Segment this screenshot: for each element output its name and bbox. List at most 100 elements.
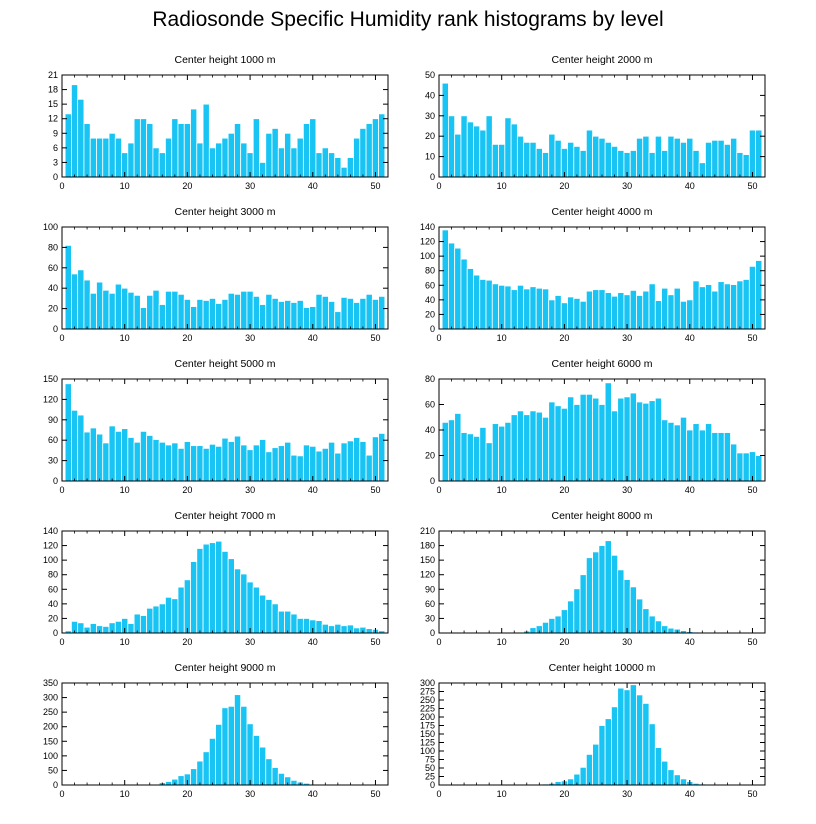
histogram-bar <box>183 579 191 634</box>
histogram-bar <box>302 618 311 634</box>
histogram-bar <box>190 561 198 634</box>
histogram-bar <box>139 118 148 178</box>
histogram-bar <box>485 442 493 482</box>
histogram-bar <box>171 442 179 482</box>
histogram-bar <box>648 283 656 330</box>
y-tick-label: 0 <box>430 476 435 486</box>
histogram-bar <box>560 407 568 482</box>
x-tick-label: 20 <box>182 333 192 343</box>
histogram-bar <box>648 615 656 634</box>
x-tick-label: 40 <box>685 333 695 343</box>
page-title: Radiosonde Specific Humidity rank histog… <box>152 8 664 31</box>
histogram-bar <box>623 294 631 330</box>
panel-10: Center height 10000 m0 10 20 30 40 5002550751… <box>420 662 766 799</box>
histogram-bar <box>371 436 379 482</box>
histogram-bar <box>315 293 323 330</box>
y-tick-label: 150 <box>43 374 58 384</box>
histogram-bar <box>466 433 474 482</box>
y-tick-label: 120 <box>43 541 58 551</box>
histogram-bar <box>353 627 361 634</box>
histogram-bar <box>202 300 210 330</box>
histogram-bar <box>121 428 129 482</box>
y-tick-label: 150 <box>420 555 435 565</box>
x-tick-label: 50 <box>747 181 757 191</box>
histogram-bar <box>585 557 594 634</box>
y-tick-label: 0 <box>53 628 58 638</box>
panel-1: Center height 1000 m 0 10 20 30 40 50 0 3 6 9 12 15 1… <box>48 54 389 191</box>
histogram-bar <box>705 141 713 178</box>
histogram-bar <box>535 411 543 482</box>
y-tick-label: 50 <box>425 70 435 80</box>
histogram-bar <box>692 423 700 482</box>
x-tick-label: 10 <box>120 485 130 495</box>
y-tick-label: 60 <box>48 435 58 445</box>
histogram-bar <box>667 421 675 482</box>
histogram-bar <box>629 586 637 634</box>
histogram-bar <box>598 404 606 482</box>
y-tick-label: 3 <box>53 157 58 167</box>
y-tick-label: 75 <box>425 755 435 765</box>
histogram-bar <box>133 118 141 178</box>
x-tick-label: 10 <box>120 637 130 647</box>
histogram-bar <box>629 150 637 178</box>
histogram-bar <box>736 152 744 178</box>
histogram-bar <box>742 279 750 330</box>
histogram-bar <box>573 145 581 178</box>
y-tick-label: 100 <box>43 555 58 565</box>
histogram-bar <box>498 284 506 330</box>
histogram-bar <box>679 778 688 786</box>
y-tick-label: 0 <box>53 172 58 182</box>
x-tick-label: 20 <box>182 485 192 495</box>
x-tick-label: 30 <box>245 789 255 799</box>
histogram-bar <box>108 132 116 178</box>
y-tick-label: 0 <box>430 628 435 638</box>
histogram-bar <box>692 150 700 178</box>
histogram-bar <box>617 397 625 482</box>
panel-title: Center height 1000 m <box>175 54 276 66</box>
histogram-bar <box>723 283 731 330</box>
histogram-bar <box>579 393 587 482</box>
x-tick-label: 30 <box>622 637 632 647</box>
histogram-bar <box>108 292 116 330</box>
histogram-bar <box>629 684 637 786</box>
y-tick-label: 150 <box>420 729 435 739</box>
panel-title: Center height 10000 m <box>549 662 656 674</box>
histogram-bar <box>592 551 600 634</box>
x-tick-label: 0 <box>436 789 441 799</box>
histogram-bar <box>523 414 531 482</box>
histogram-bar <box>454 247 462 330</box>
histogram-bar <box>629 392 637 482</box>
histogram-bar <box>284 132 292 178</box>
histogram-bar <box>340 166 348 178</box>
histogram-bar <box>240 573 248 634</box>
histogram-bar <box>89 292 97 330</box>
histogram-bar <box>711 432 719 482</box>
histogram-bar <box>673 424 681 482</box>
histogram-bar <box>127 291 135 330</box>
y-tick-label: 200 <box>420 712 435 722</box>
histogram-bar <box>454 133 462 178</box>
histogram-bar <box>133 441 141 482</box>
histogram-bar <box>736 452 744 482</box>
histogram-bar <box>365 293 373 330</box>
histogram-bar <box>529 627 537 634</box>
panel-title: Center height 4000 m <box>552 206 653 218</box>
histogram-bar <box>705 423 713 482</box>
histogram-bar <box>742 154 750 178</box>
histogram-bar <box>83 123 91 178</box>
y-tick-label: 6 <box>53 143 58 153</box>
histogram-bar <box>579 150 587 178</box>
histogram-bar <box>271 297 279 330</box>
x-tick-label: 0 <box>59 485 64 495</box>
histogram-bar <box>102 289 110 330</box>
histogram-bar <box>648 400 656 482</box>
histogram-bar <box>127 142 135 178</box>
histogram-bar <box>554 615 562 634</box>
histogram-bar <box>554 781 562 786</box>
histogram-bar <box>64 244 72 330</box>
histogram-bar <box>271 447 279 482</box>
x-tick-label: 40 <box>308 637 318 647</box>
histogram-bar <box>334 311 342 330</box>
histogram-bar <box>742 452 750 482</box>
histogram-bar <box>473 435 481 482</box>
